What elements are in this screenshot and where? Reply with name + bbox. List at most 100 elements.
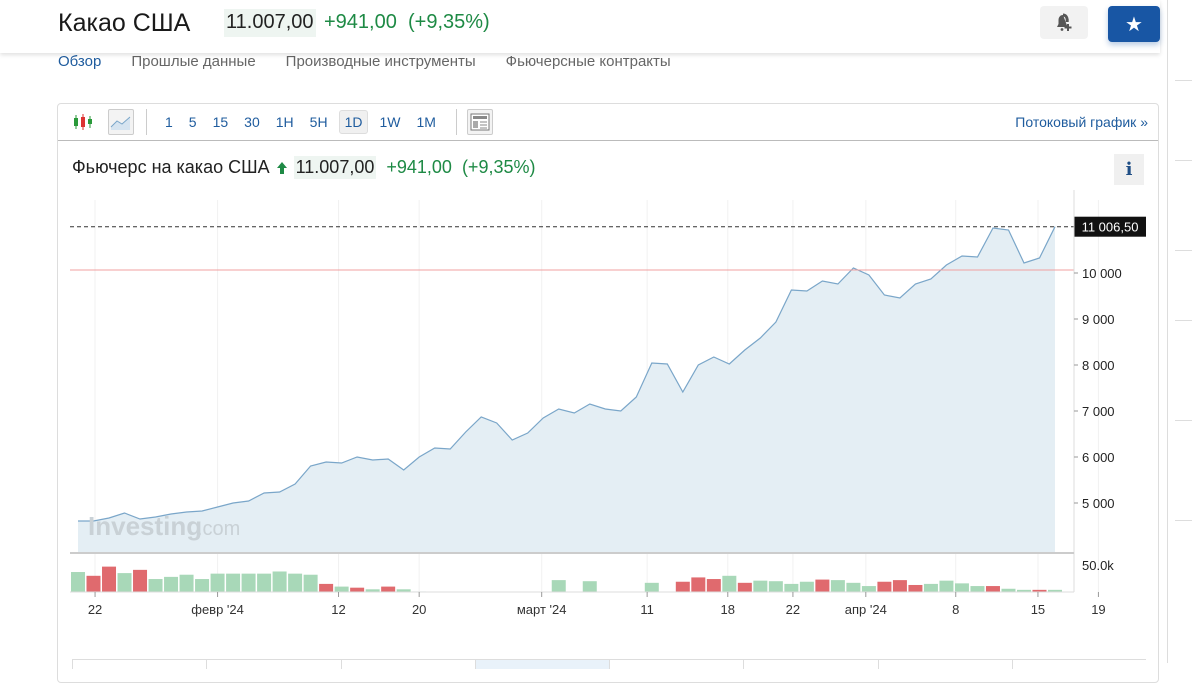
tab-derivatives[interactable]: Производные инструменты xyxy=(285,53,476,70)
x-tick-label: 8 xyxy=(952,602,959,617)
interval-1d[interactable]: 1D xyxy=(338,110,369,134)
header-price: 11.007,00 xyxy=(224,9,316,37)
volume-bar xyxy=(675,581,690,592)
y-tick-label: 10 000 xyxy=(1082,266,1122,281)
chart-change-pct: (+9,35%) xyxy=(461,157,536,177)
volume-bar xyxy=(195,579,210,592)
volume-bar xyxy=(551,580,566,592)
volume-bar xyxy=(164,576,179,592)
candlestick-chart-button[interactable] xyxy=(70,109,96,135)
volume-bar xyxy=(102,566,117,592)
toolbar-separator xyxy=(146,109,147,135)
interval-30[interactable]: 30 xyxy=(244,114,260,130)
bottom-tabs xyxy=(72,659,1146,669)
area-chart-button[interactable] xyxy=(108,109,134,135)
interval-1w[interactable]: 1W xyxy=(379,114,401,130)
volume-bar xyxy=(877,581,892,592)
price-area xyxy=(78,226,1055,552)
price-chart[interactable]: 11 006,50 10 000 9 000 8 000 7 000 6 000 5 000… xyxy=(58,104,1158,624)
volume-bar xyxy=(784,583,799,592)
volume-bar xyxy=(722,575,737,592)
volume-bar xyxy=(334,586,349,592)
news-layout-icon xyxy=(470,113,490,131)
x-tick-label: март '24 xyxy=(517,602,567,617)
interval-1m[interactable]: 1M xyxy=(416,114,436,130)
interval-15[interactable]: 15 xyxy=(212,114,229,130)
volume-bar xyxy=(846,582,861,592)
chart-price: 11.007,00 xyxy=(293,156,377,179)
volume-bar xyxy=(319,583,334,592)
arrow-up-icon xyxy=(276,161,287,174)
x-tick-label: 11 xyxy=(640,602,654,617)
volume-bar xyxy=(954,583,969,592)
volume-bar xyxy=(133,569,148,592)
info-button[interactable]: i xyxy=(1114,154,1144,185)
volume-bar xyxy=(179,574,194,592)
info-icon: i xyxy=(1125,159,1133,180)
volume-bar xyxy=(86,575,101,592)
y-tick-label: 5 000 xyxy=(1082,496,1115,511)
tab-overview[interactable]: Обзор xyxy=(58,53,102,70)
interval-1h[interactable]: 1H xyxy=(275,114,294,130)
last-price-badge xyxy=(1074,216,1146,237)
x-tick-label: 18 xyxy=(721,602,735,617)
volume-bar xyxy=(226,573,241,592)
area-chart-icon xyxy=(110,116,131,130)
watchlist-star-button[interactable]: ★ xyxy=(1108,6,1160,42)
x-tick-label: февр '24 xyxy=(191,602,244,617)
add-alert-button[interactable] xyxy=(1040,6,1088,39)
volume-bar xyxy=(892,580,907,592)
interval-1[interactable]: 1 xyxy=(165,114,173,130)
page-header: Какао США 11.007,00 +941,00 (+9,35%) ★ xyxy=(0,0,1160,53)
volume-bar xyxy=(644,582,659,592)
tab-historical-data[interactable]: Прошлые данные xyxy=(131,53,256,70)
volume-bar xyxy=(768,581,783,592)
bottom-tab[interactable] xyxy=(609,660,743,669)
candlestick-icon xyxy=(74,114,92,130)
volume-bar xyxy=(210,573,225,592)
bottom-tab[interactable] xyxy=(72,660,206,669)
chart-widget: 1 5 15 30 1H 5H 1D 1W 1M Потоковый графи… xyxy=(57,103,1159,683)
right-sidebar-edge xyxy=(1175,0,1192,663)
bottom-tab[interactable] xyxy=(474,660,609,669)
bottom-tab[interactable] xyxy=(206,660,340,669)
bottom-tab[interactable] xyxy=(340,660,475,669)
streaming-chart-link[interactable]: Потоковый график » xyxy=(1015,114,1148,130)
x-tick-label: 15 xyxy=(1031,602,1045,617)
volume-bar xyxy=(1032,589,1047,592)
header-change-pct: (+9,35%) xyxy=(407,11,490,33)
investing-watermark: Investing xyxy=(88,511,202,541)
volume-bar xyxy=(939,580,954,592)
bottom-tab[interactable] xyxy=(1011,660,1146,669)
interval-5h[interactable]: 5H xyxy=(309,114,328,130)
y-tick-label: 7 000 xyxy=(1082,404,1115,419)
volume-bar xyxy=(1001,588,1016,592)
volume-bar xyxy=(830,580,845,592)
bottom-tab[interactable] xyxy=(877,660,1012,669)
y-tick-label: 9 000 xyxy=(1082,312,1115,327)
volume-bar xyxy=(691,577,706,592)
volume-bar xyxy=(257,573,272,592)
volume-bar xyxy=(923,583,938,592)
tab-futures-contracts[interactable]: Фьючерсные контракты xyxy=(505,53,671,70)
bottom-tab[interactable] xyxy=(743,660,877,669)
volume-bar xyxy=(350,587,365,592)
content-divider xyxy=(1167,0,1168,663)
volume-bar xyxy=(908,584,923,592)
y-tick-label: 8 000 xyxy=(1082,358,1115,373)
streaming-chart-label: Потоковый график xyxy=(1015,114,1137,130)
volume-bar xyxy=(272,571,287,592)
volume-bar xyxy=(753,580,768,592)
volume-bar xyxy=(706,579,721,592)
header-change: +941,00 (+9,35%) xyxy=(324,11,490,34)
x-tick-label: 19 xyxy=(1091,602,1105,617)
chart-toolbar: 1 5 15 30 1H 5H 1D 1W 1M Потоковый графи… xyxy=(58,104,1158,141)
volume-bar xyxy=(381,586,396,592)
interval-5[interactable]: 5 xyxy=(188,114,197,130)
volume-bar xyxy=(737,582,752,592)
chart-title: Фьючерс на какао США 11.007,00 +941,00 (… xyxy=(72,156,535,179)
last-price-label: 11 006,50 xyxy=(1082,220,1139,235)
star-icon: ★ xyxy=(1125,13,1143,36)
investing-watermark-suffix: .com xyxy=(197,518,240,540)
news-overlay-button[interactable] xyxy=(466,109,493,135)
